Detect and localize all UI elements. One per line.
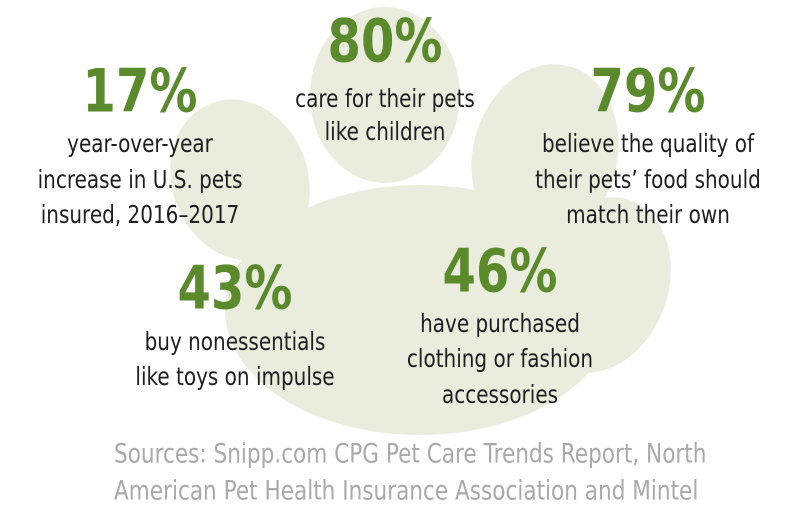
stat-text: like children	[325, 118, 446, 147]
stat-text: their pets’ food should	[535, 166, 761, 195]
stat-text: match their own	[566, 201, 730, 230]
stat-text: accessories	[442, 381, 558, 410]
stat-text: like toys on impulse	[135, 363, 334, 392]
stat-text: year-over-year	[67, 130, 213, 159]
stat-text: believe the quality of	[542, 130, 755, 159]
stat-value: 80%	[328, 7, 443, 77]
sources: American Pet Health Insurance Associatio…	[114, 474, 698, 506]
stat-value: 43%	[178, 254, 293, 324]
stat-text: clothing or fashion	[407, 345, 593, 374]
sources: Sources: Snipp.com CPG Pet Care Trends R…	[114, 437, 706, 469]
stat-value: 17%	[83, 57, 198, 127]
stat-text: insured, 2016–2017	[41, 201, 240, 230]
stat-text: increase in U.S. pets	[38, 166, 243, 195]
stat-text: have purchased	[420, 310, 580, 339]
stat-value: 79%	[591, 57, 706, 127]
stat-value: 46%	[443, 237, 558, 307]
stat-text: care for their pets	[295, 85, 475, 114]
paw-print	[170, 7, 671, 435]
stat-text: buy nonessentials	[145, 328, 326, 357]
